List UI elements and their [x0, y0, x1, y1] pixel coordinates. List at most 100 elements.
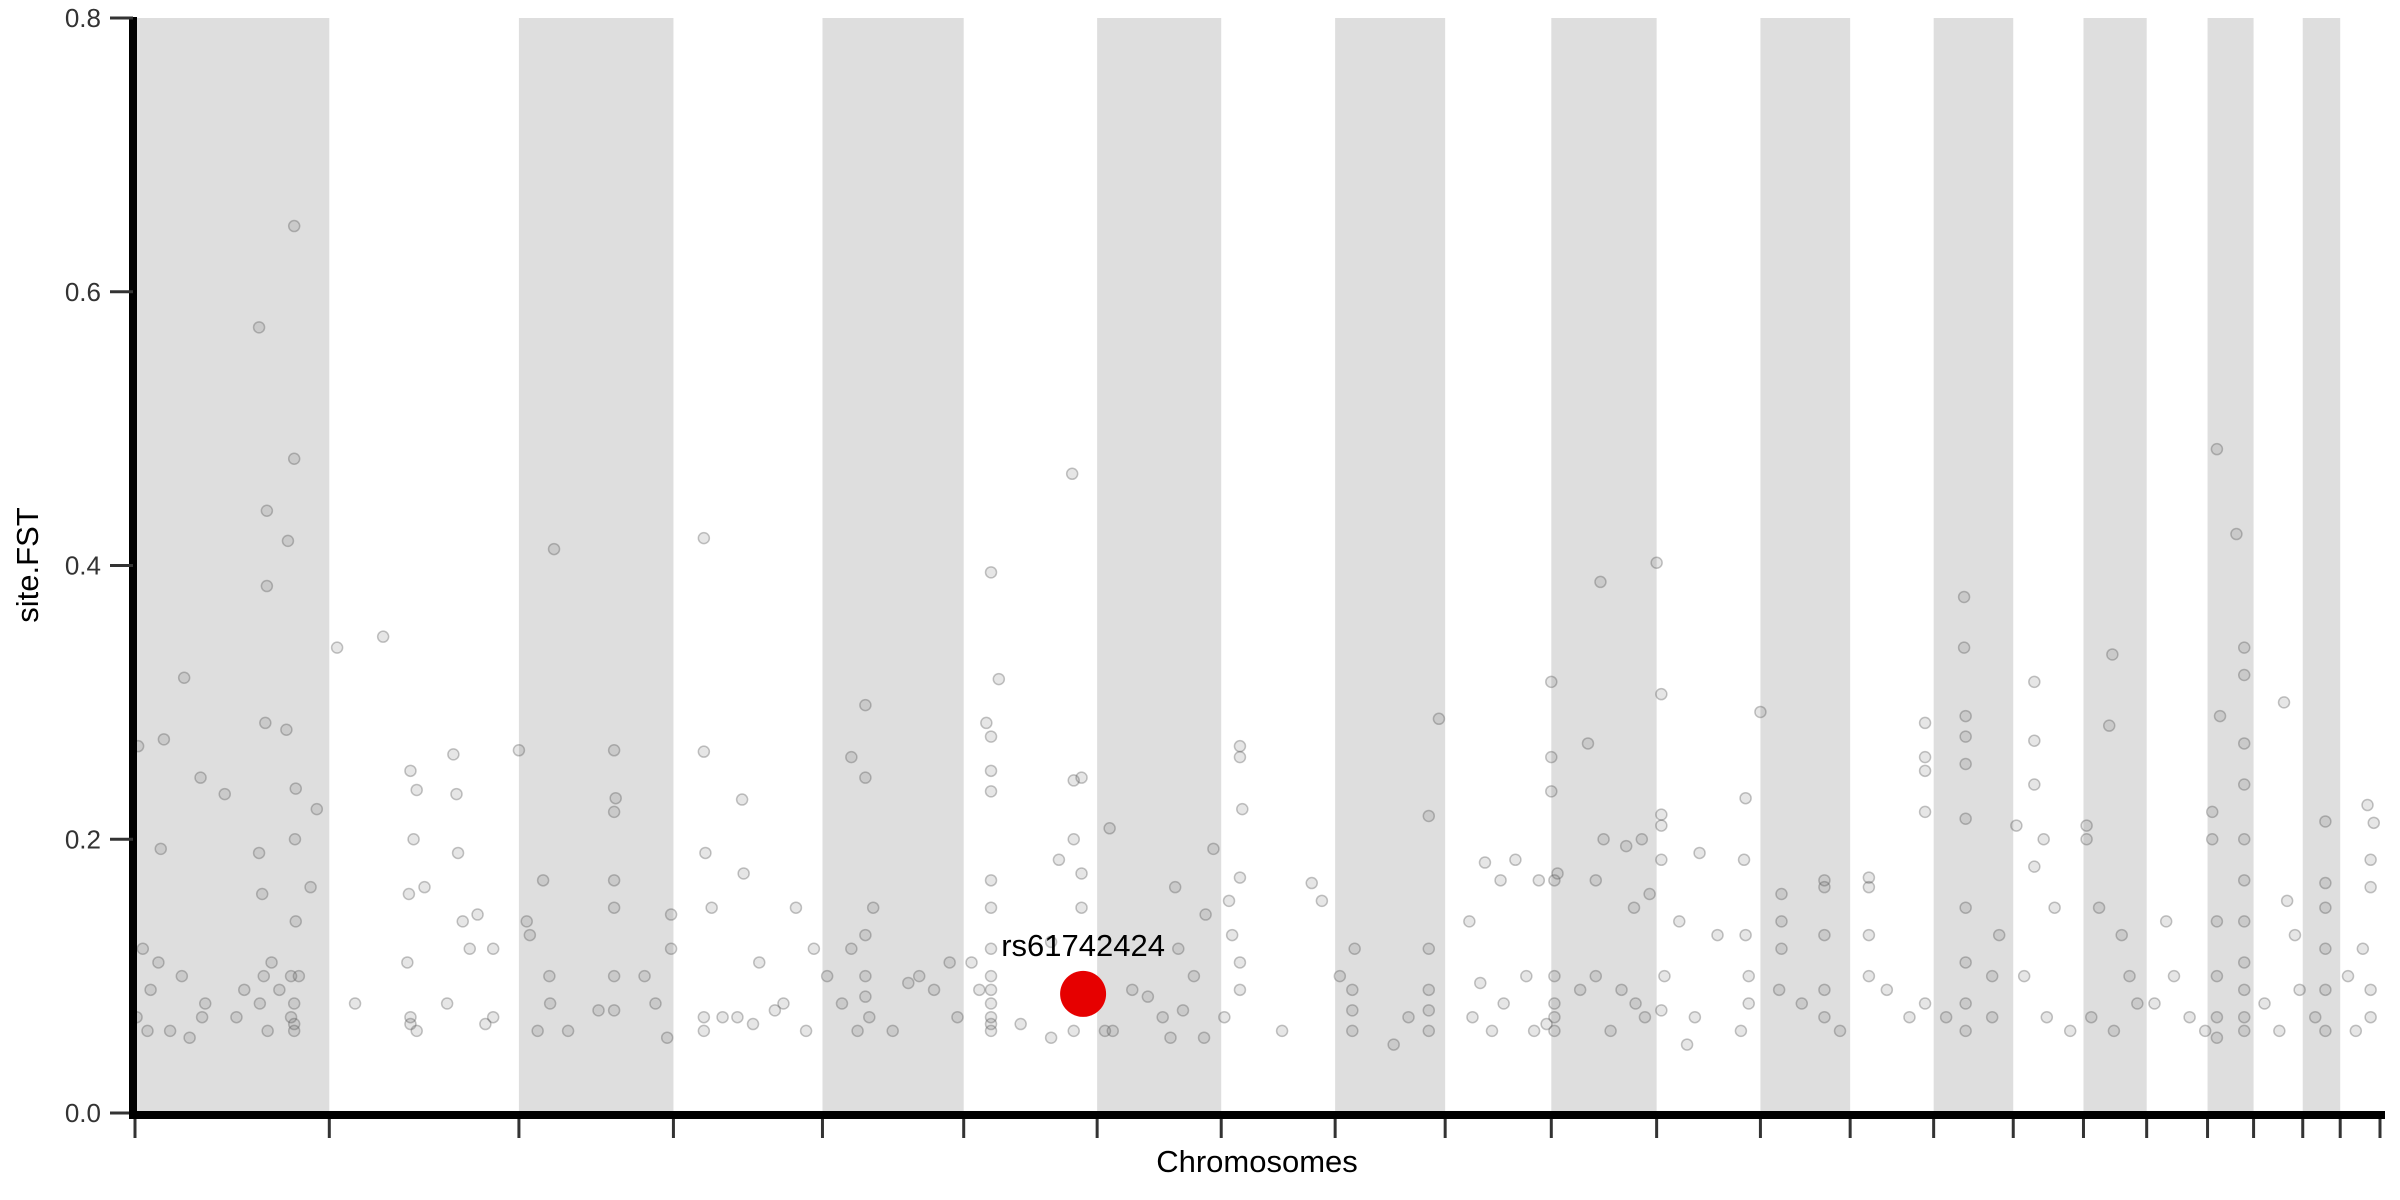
data-point	[1551, 867, 1564, 880]
data-point	[1065, 467, 1079, 481]
data-point	[289, 782, 302, 795]
data-point	[1044, 1031, 1058, 1044]
data-point	[280, 723, 293, 736]
data-point	[992, 672, 1006, 686]
data-point	[2277, 696, 2291, 709]
data-point	[697, 1024, 711, 1038]
data-point	[984, 1017, 998, 1031]
data-point	[1126, 983, 1139, 997]
y-tick-label: 0.2	[65, 824, 101, 854]
data-point	[1918, 716, 1932, 730]
data-point	[1737, 853, 1751, 867]
data-point	[2237, 915, 2251, 928]
y-tick-label: 0.0	[65, 1098, 101, 1128]
chromosome-band-15	[1933, 18, 2014, 1113]
data-point	[1597, 833, 1610, 846]
data-point	[1067, 833, 1080, 846]
data-point	[1959, 730, 1972, 743]
data-point	[1959, 709, 1972, 723]
data-point	[255, 887, 269, 901]
data-point	[1236, 802, 1249, 816]
y-axis-title: site.FST	[10, 507, 45, 622]
data-point	[2364, 880, 2377, 894]
data-point	[2319, 876, 2332, 890]
data-point	[1075, 867, 1088, 880]
data-point	[1098, 1024, 1112, 1038]
data-point	[288, 833, 302, 846]
data-point	[1655, 853, 1668, 867]
data-point	[607, 901, 621, 914]
data-point	[820, 969, 834, 983]
data-point	[1818, 880, 1831, 894]
data-point	[859, 928, 872, 942]
data-point	[218, 787, 231, 801]
data-point	[2210, 969, 2224, 983]
data-point	[1655, 687, 1668, 701]
chromosome-band-19	[2207, 18, 2254, 1113]
data-point	[705, 901, 718, 914]
data-point	[348, 997, 362, 1010]
data-point	[607, 1004, 621, 1017]
data-point	[984, 901, 998, 914]
data-point	[592, 1004, 605, 1017]
data-point	[807, 942, 821, 955]
data-point	[2319, 815, 2332, 828]
data-point	[2159, 915, 2173, 928]
data-point	[1141, 990, 1155, 1003]
data-point	[607, 744, 621, 757]
data-point	[1474, 976, 1487, 990]
data-point	[1918, 750, 1932, 764]
data-point	[183, 1031, 196, 1044]
data-point	[1655, 808, 1668, 821]
data-point	[2080, 819, 2093, 832]
data-point	[304, 880, 317, 894]
y-tick-label: 0.4	[65, 551, 101, 581]
data-point	[407, 833, 420, 846]
data-point	[697, 745, 711, 758]
data-point	[1818, 983, 1831, 997]
data-point	[1818, 874, 1831, 887]
data-point	[777, 997, 790, 1010]
data-point	[2319, 983, 2332, 997]
data-point	[410, 1024, 423, 1038]
data-point	[1775, 915, 1788, 928]
data-point	[175, 969, 189, 983]
data-point	[1197, 1031, 1211, 1044]
data-point	[543, 997, 557, 1010]
data-point	[1346, 1024, 1359, 1038]
data-point	[2237, 1010, 2251, 1024]
data-point	[152, 956, 165, 969]
data-point	[1548, 997, 1561, 1010]
data-point	[404, 764, 417, 778]
data-point	[2131, 997, 2144, 1010]
data-point	[1532, 874, 1546, 887]
data-point	[835, 997, 849, 1010]
data-point	[1643, 887, 1656, 901]
data-point	[287, 1017, 301, 1031]
data-point	[1233, 739, 1247, 753]
data-point	[1957, 641, 1971, 654]
data-point	[1918, 805, 1932, 819]
data-point	[512, 744, 526, 757]
data-point	[799, 1024, 813, 1038]
highlight-point	[1060, 970, 1107, 1017]
data-point	[536, 874, 550, 887]
data-point	[649, 997, 662, 1010]
data-point	[863, 1010, 876, 1024]
data-point	[2319, 901, 2332, 914]
data-point	[2028, 734, 2041, 747]
data-point	[2205, 833, 2219, 846]
data-point	[1581, 737, 1595, 750]
data-point	[547, 542, 561, 556]
data-point	[2107, 1024, 2121, 1038]
data-point	[2319, 1024, 2332, 1038]
data-point	[1052, 853, 1066, 867]
data-point	[330, 641, 344, 654]
data-point	[1658, 969, 1671, 983]
data-point	[2364, 983, 2377, 997]
data-point	[1044, 935, 1058, 949]
data-point	[1638, 1010, 1652, 1024]
data-point	[1739, 791, 1752, 805]
data-point	[2319, 942, 2332, 955]
